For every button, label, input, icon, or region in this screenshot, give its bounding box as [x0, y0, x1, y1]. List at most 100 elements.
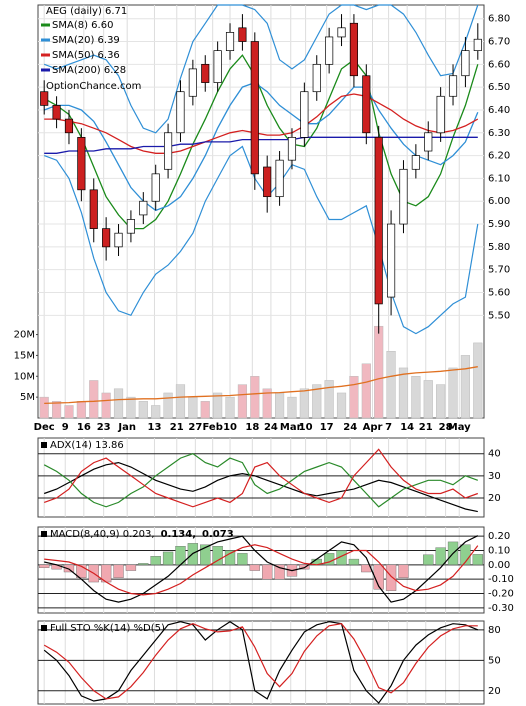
histogram-bar — [63, 564, 75, 573]
volume-bar — [386, 351, 396, 419]
candle-body — [473, 38, 482, 51]
volume-bar — [324, 380, 334, 419]
y-tick-label: 6.50 — [488, 82, 510, 93]
y-tick-label: 20 — [488, 493, 501, 504]
y-tick-label: 0.00 — [488, 560, 510, 571]
histogram-bar — [162, 551, 174, 566]
histogram-bar — [76, 564, 87, 578]
candle-body — [325, 36, 334, 65]
volume-bar — [237, 384, 248, 419]
panel-frame — [37, 4, 485, 419]
candle-body — [238, 27, 247, 42]
volume-bar — [436, 384, 446, 419]
legend-label: SMA(50) 6.36 — [52, 50, 120, 61]
panel-frame — [37, 620, 485, 705]
volume-bar — [138, 401, 148, 419]
x-tick-label: 28 — [439, 422, 453, 433]
y-tick-label: -0.30 — [488, 603, 514, 614]
y-tick-label: 5.70 — [488, 265, 510, 276]
volume-bar — [163, 392, 173, 419]
histogram-bar — [299, 564, 310, 570]
y-tick-label: 5.50 — [488, 310, 510, 321]
x-tick-label: 24 — [343, 422, 357, 433]
volume-bar — [312, 384, 322, 419]
legend-swatch — [41, 531, 47, 537]
sma-line — [43, 81, 479, 212]
volume-bar — [126, 396, 136, 419]
candle-body — [411, 155, 420, 170]
annotation: OptionChance.com — [46, 81, 141, 92]
candle-body — [287, 136, 297, 161]
y-tick-label: 30 — [488, 471, 501, 482]
candle-body — [312, 63, 321, 93]
x-tick-label: Feb — [202, 422, 222, 433]
bollinger-upper — [43, 4, 479, 134]
candle-body — [64, 118, 74, 134]
y-tick-label: 50 — [488, 655, 501, 666]
histogram-bar — [224, 550, 236, 566]
y-tick-label: 0.20 — [488, 531, 510, 542]
candle-body — [250, 41, 259, 175]
histogram-bar — [435, 547, 446, 566]
panel-frame — [37, 526, 485, 614]
volume-bar — [361, 363, 371, 419]
y-tick-label: 0.10 — [488, 546, 510, 557]
sma-line — [44, 136, 478, 154]
volume-bar — [113, 388, 124, 419]
histogram-bar — [373, 564, 384, 590]
candle-body — [77, 136, 86, 191]
histogram-bar — [138, 563, 149, 566]
indicator-line — [43, 620, 479, 704]
panel-title: ADX(14) 13.86 — [50, 440, 124, 451]
candle-body — [89, 189, 98, 229]
histogram-bar — [200, 544, 211, 566]
y2-tick-label: 5M — [20, 392, 35, 403]
x-tick-label: 9 — [62, 422, 69, 433]
volume-bar — [460, 355, 471, 419]
histogram-bar — [262, 564, 273, 580]
volume-bar — [411, 376, 421, 419]
candle-body — [300, 91, 309, 138]
y-tick-label: 6.20 — [488, 151, 510, 162]
candle-body — [387, 223, 396, 298]
x-tick-label: Dec — [34, 422, 55, 433]
candle-body — [52, 105, 61, 120]
y-tick-label: 6.40 — [488, 105, 510, 116]
candle-body — [139, 200, 148, 216]
histogram-bar — [398, 564, 409, 578]
candle-body — [225, 32, 235, 51]
candle-body — [164, 132, 173, 170]
volume-bar — [299, 388, 309, 419]
volume-bar — [200, 401, 210, 419]
y-tick-label: 20 — [488, 686, 501, 697]
candle-body — [399, 168, 408, 225]
histogram-bar — [274, 564, 285, 580]
y2-tick-label: 10M — [14, 371, 35, 382]
x-tick-label: 21 — [170, 422, 184, 433]
indicator-line — [43, 453, 479, 508]
candle-body — [275, 159, 284, 198]
legend-label: SMA(8) 6.60 — [52, 20, 113, 31]
histogram-bar — [249, 564, 260, 571]
x-tick-label: 21 — [419, 422, 433, 433]
volume-bar — [336, 392, 347, 419]
x-tick-label: 16 — [77, 422, 91, 433]
y-tick-label: 6.10 — [488, 173, 510, 184]
x-tick-label: 23 — [97, 422, 111, 433]
x-tick-label: 18 — [245, 422, 259, 433]
x-tick-label: Jan — [117, 422, 136, 433]
volume-bar — [101, 392, 111, 419]
volume-bar — [89, 380, 99, 419]
volume-bar — [213, 392, 223, 419]
volume-ma — [44, 366, 478, 405]
indicator-line — [43, 448, 479, 508]
indicator-line — [44, 544, 479, 596]
volume-bar — [274, 392, 285, 419]
y-tick-label: 5.60 — [488, 288, 510, 299]
volume-bar — [175, 384, 186, 419]
histogram-bar — [125, 564, 137, 571]
candle-body — [176, 91, 185, 134]
sma-line — [44, 93, 479, 154]
x-tick-label: 10 — [223, 422, 237, 433]
